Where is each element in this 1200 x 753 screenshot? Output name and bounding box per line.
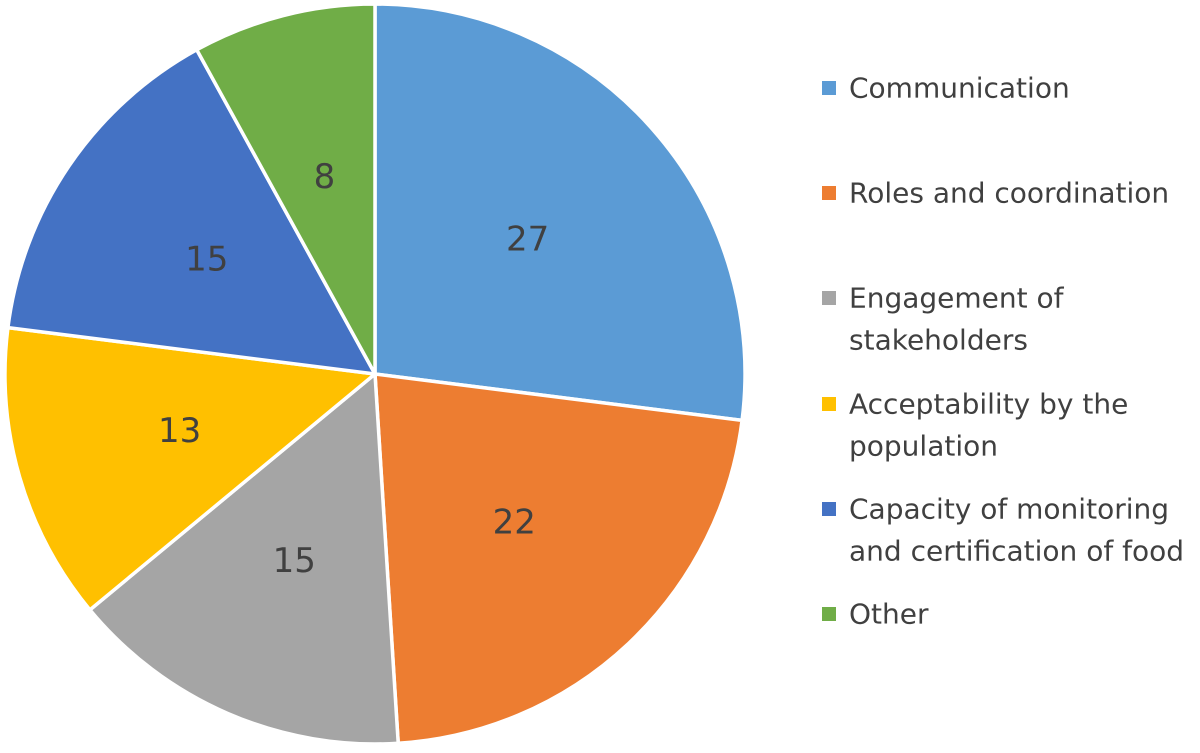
- pie-slice-other: [195, 2, 377, 376]
- legend-label-roles-and-coordination: Roles and coordination: [849, 177, 1169, 210]
- legend-item-other: Other: [822, 598, 929, 631]
- legend-marker-acceptability-by-the-population: [822, 397, 836, 411]
- data-label-acceptability-by-the-population: 13: [158, 411, 201, 451]
- pie-slice-capacity-of-monitoring-and-certification-of-food: [6, 48, 377, 376]
- pie-slices: [3, 2, 747, 746]
- legend-item-engagement-of-stakeholders: Engagement of stakeholders: [822, 282, 1065, 357]
- legend-label-engagement-of-stakeholders: Engagement of stakeholders: [849, 282, 1065, 357]
- pie-slice-roles-and-coordination: [373, 372, 744, 746]
- data-label-capacity-of-monitoring-and-certification-of-food: 15: [185, 240, 228, 280]
- data-label-roles-and-coordination: 22: [493, 502, 536, 542]
- legend-label-communication: Communication: [849, 72, 1070, 105]
- data-label-engagement-of-stakeholders: 15: [273, 541, 316, 581]
- data-label-other: 8: [314, 157, 336, 197]
- pie-slice-acceptability-by-the-population: [3, 325, 377, 612]
- legend-label-other: Other: [849, 598, 929, 631]
- legend-item-roles-and-coordination: Roles and coordination: [822, 177, 1169, 210]
- pie-slice-engagement-of-stakeholders: [88, 372, 400, 746]
- legend-marker-engagement-of-stakeholders: [822, 291, 836, 305]
- legend-item-acceptability-by-the-population: Acceptability by the population: [822, 388, 1128, 463]
- legend-marker-roles-and-coordination: [822, 186, 836, 200]
- pie-data-labels: 27 22 15 13 15 8: [158, 157, 549, 581]
- data-label-communication: 27: [506, 219, 549, 259]
- legend-label-acceptability-by-the-population: Acceptability by the population: [849, 388, 1128, 463]
- pie-slice-communication: [373, 2, 747, 423]
- legend-label-capacity-of-monitoring-and-certification-of-food: Capacity of monitoring and certification …: [849, 493, 1184, 568]
- legend-item-communication: Communication: [822, 72, 1070, 105]
- legend-marker-other: [822, 607, 836, 621]
- legend-marker-communication: [822, 81, 836, 95]
- legend-marker-capacity-of-monitoring-and-certification-of-food: [822, 502, 836, 516]
- legend-item-capacity-of-monitoring-and-certification-of-food: Capacity of monitoring and certification …: [822, 493, 1184, 568]
- legend: Communication Roles and coordination Engag…: [822, 72, 1184, 631]
